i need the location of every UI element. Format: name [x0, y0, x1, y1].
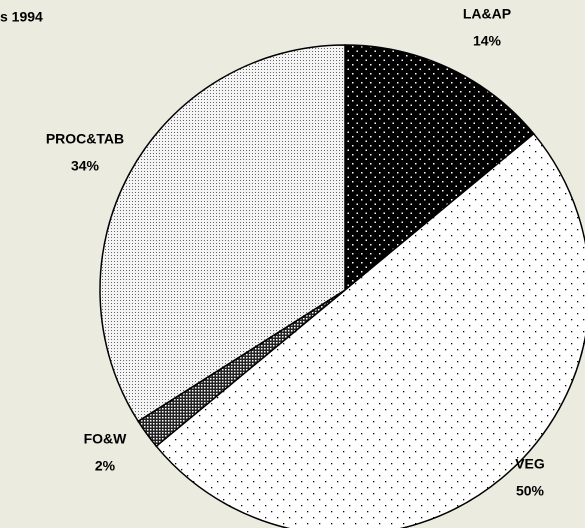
- slice-value-label: 50%: [516, 483, 545, 499]
- pie-slice: [155, 132, 585, 528]
- slice-name-label: VEG: [515, 456, 545, 472]
- slice-value-label: 14%: [473, 33, 502, 49]
- chart-title: s 1994: [0, 9, 43, 25]
- slice-value-label: 2%: [95, 458, 116, 474]
- slice-name-label: PROC&TAB: [46, 131, 124, 147]
- slice-value-label: 34%: [71, 158, 100, 174]
- pie-slice: [344, 44, 535, 292]
- pie-slice: [99, 44, 346, 423]
- slice-name-label: LA&AP: [463, 6, 511, 22]
- slice-name-label: FO&W: [84, 431, 128, 447]
